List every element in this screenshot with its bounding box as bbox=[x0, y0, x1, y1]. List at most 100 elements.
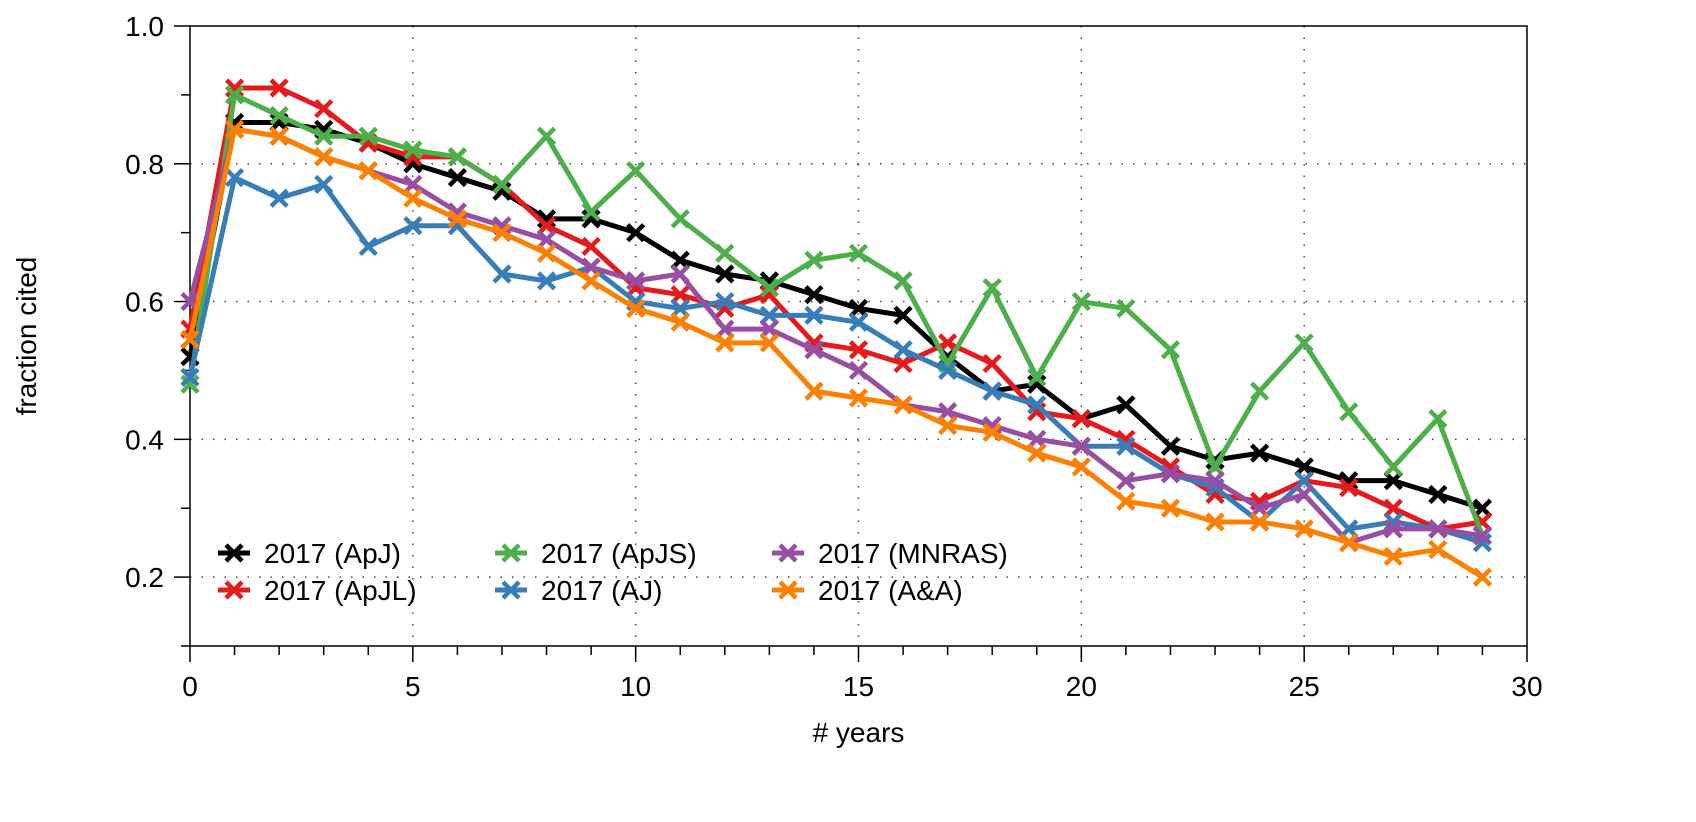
data-point bbox=[938, 415, 958, 436]
marker-stroke bbox=[626, 271, 646, 291]
marker-stroke bbox=[804, 250, 824, 270]
marker-stroke bbox=[224, 78, 245, 98]
marker-stroke bbox=[269, 188, 289, 208]
legend-marker bbox=[778, 580, 798, 600]
legend-item: 2017 (MNRAS) bbox=[772, 538, 1008, 569]
data-point bbox=[1428, 484, 1448, 505]
marker-stroke bbox=[180, 374, 200, 394]
marker-stroke bbox=[1250, 512, 1270, 532]
marker-stroke bbox=[180, 367, 200, 387]
marker-stroke bbox=[403, 188, 423, 208]
legend-label: 2017 (AJ) bbox=[541, 575, 662, 606]
data-point bbox=[403, 140, 423, 160]
data-point bbox=[1116, 298, 1136, 319]
marker-stroke bbox=[314, 147, 334, 167]
marker-stroke bbox=[1160, 464, 1181, 484]
marker-stroke bbox=[1472, 526, 1493, 546]
legend: 2017 (ApJ) 2017 (ApJS) 2017 (MNRAS) 2017 (A… bbox=[218, 538, 1008, 606]
data-point bbox=[1071, 457, 1091, 477]
legend-label: 2017 (ApJS) bbox=[541, 538, 697, 569]
marker-stroke bbox=[447, 167, 467, 188]
data-point bbox=[1383, 457, 1403, 477]
marker-stroke bbox=[314, 99, 334, 119]
data-point bbox=[403, 188, 423, 208]
x-axis-title: # years bbox=[813, 717, 905, 748]
data-point bbox=[447, 167, 467, 188]
data-point bbox=[804, 250, 824, 270]
data-point bbox=[180, 329, 200, 350]
y-tick-label: 1.0 bbox=[125, 11, 164, 42]
data-point bbox=[982, 422, 1002, 443]
marker-stroke bbox=[536, 243, 557, 263]
marker-stroke bbox=[804, 305, 824, 325]
legend-label: 2017 (ApJL) bbox=[264, 575, 417, 606]
marker-stroke bbox=[1339, 533, 1359, 553]
marker-stroke bbox=[447, 147, 467, 167]
marker-stroke bbox=[581, 271, 601, 291]
marker-stroke bbox=[501, 543, 521, 563]
x-tick-label: 30 bbox=[1511, 671, 1542, 702]
marker-stroke bbox=[1428, 409, 1448, 429]
marker-stroke bbox=[269, 126, 289, 146]
data-point bbox=[358, 236, 378, 257]
data-point bbox=[1383, 546, 1403, 567]
data-point bbox=[1250, 443, 1270, 463]
data-point bbox=[1027, 374, 1047, 394]
marker-stroke bbox=[1383, 519, 1403, 539]
marker-stroke bbox=[938, 415, 958, 436]
data-point bbox=[447, 147, 467, 167]
marker-stroke bbox=[893, 305, 913, 325]
x-axis-ticks: 0 5 10 15 20 25 30 bbox=[182, 646, 1543, 702]
marker-stroke bbox=[626, 298, 646, 319]
marker-stroke bbox=[759, 333, 779, 353]
series-2017-apjl bbox=[180, 78, 1493, 539]
marker-stroke bbox=[1383, 546, 1403, 567]
y-tick-label: 0.6 bbox=[125, 287, 164, 318]
data-point bbox=[1160, 436, 1181, 456]
data-point bbox=[536, 126, 557, 146]
marker-stroke bbox=[1250, 443, 1270, 463]
marker-stroke bbox=[492, 223, 512, 243]
data-point bbox=[982, 278, 1002, 298]
data-point bbox=[982, 381, 1002, 401]
marker-stroke bbox=[1205, 512, 1225, 532]
legend-item: 2017 (AJ) bbox=[495, 575, 662, 606]
marker-stroke bbox=[1027, 395, 1047, 415]
marker-stroke bbox=[893, 340, 913, 360]
marker-stroke bbox=[447, 209, 467, 229]
marker-stroke bbox=[1160, 436, 1181, 456]
data-point bbox=[938, 333, 958, 353]
data-point bbox=[1383, 519, 1403, 539]
marker-stroke bbox=[938, 360, 958, 381]
marker-stroke bbox=[1160, 340, 1181, 360]
marker-stroke bbox=[759, 278, 779, 298]
marker-stroke bbox=[1294, 519, 1314, 539]
data-point bbox=[804, 381, 824, 401]
marker-stroke bbox=[1383, 512, 1403, 532]
data-point bbox=[893, 305, 913, 325]
marker-stroke bbox=[1027, 443, 1047, 463]
marker-stroke bbox=[893, 271, 913, 291]
marker-stroke bbox=[715, 243, 735, 263]
legend-marker bbox=[501, 580, 521, 600]
data-point bbox=[1428, 409, 1448, 429]
data-point bbox=[982, 353, 1002, 374]
data-point bbox=[1116, 395, 1136, 415]
data-point bbox=[670, 209, 690, 229]
marker-stroke bbox=[715, 264, 735, 284]
data-point bbox=[269, 78, 289, 98]
marker-stroke bbox=[403, 216, 423, 236]
data-point bbox=[1071, 436, 1091, 456]
marker-stroke bbox=[893, 395, 913, 415]
data-point bbox=[759, 285, 779, 305]
data-point bbox=[893, 395, 913, 415]
marker-stroke bbox=[848, 340, 869, 360]
marker-stroke bbox=[982, 278, 1002, 298]
data-point bbox=[1205, 471, 1225, 491]
marker-stroke bbox=[224, 580, 244, 600]
data-point bbox=[715, 291, 735, 312]
data-point bbox=[848, 243, 869, 263]
series-2017-apjs bbox=[180, 85, 1493, 546]
data-point bbox=[626, 298, 646, 319]
